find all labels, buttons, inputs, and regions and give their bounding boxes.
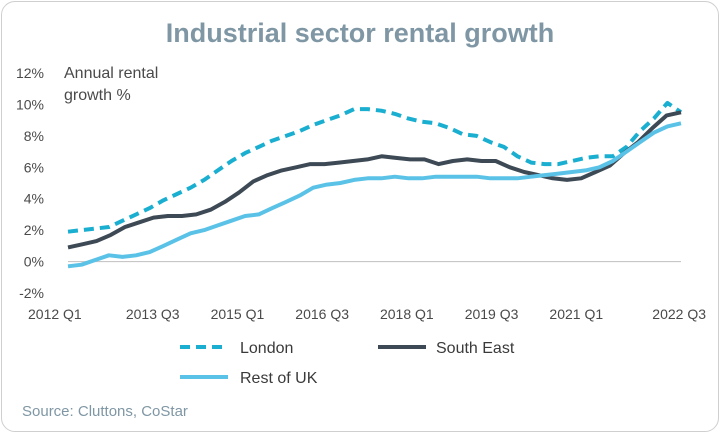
source-note: Source: Cluttons, CoStar (22, 403, 188, 420)
y-tick-label: 0% (24, 254, 44, 270)
y-tick-label: -2% (19, 285, 44, 301)
y-tick-label: 8% (24, 128, 44, 144)
y-axis-ticks: 12% 10% 8% 6% 4% 2% 0% -2% (16, 65, 44, 301)
legend-item-london[interactable]: London (180, 340, 293, 357)
legend-label-london: London (240, 340, 293, 357)
y-tick-label: 10% (16, 96, 44, 112)
legend-item-south-east[interactable]: South East (378, 340, 515, 357)
x-tick-label: 2016 Q3 (295, 306, 349, 322)
y-axis-label-line-1: Annual rental (64, 65, 158, 82)
y-tick-label: 6% (24, 159, 44, 175)
x-tick-label: 2015 Q1 (211, 306, 265, 322)
x-tick-label: 2018 Q1 (380, 306, 434, 322)
x-tick-label: 2012 Q1 (28, 306, 82, 322)
x-tick-label: 2021 Q1 (549, 306, 603, 322)
series-lines (67, 100, 683, 269)
series-line-south-east (67, 110, 682, 250)
y-tick-label: 4% (24, 191, 44, 207)
chart-title: Industrial sector rental growth (166, 18, 555, 48)
y-axis-label-line-2: growth % (64, 87, 131, 104)
y-tick-label: 12% (16, 65, 44, 81)
y-tick-label: 2% (24, 222, 44, 238)
x-axis-ticks: 2012 Q1 2013 Q3 2015 Q1 2016 Q3 2018 Q1 2019 … (28, 306, 706, 322)
series-line-rest-of-uk (67, 121, 682, 269)
x-tick-label: 2022 Q3 (652, 306, 706, 322)
legend-label-south-east: South East (436, 340, 515, 357)
x-tick-label: 2019 Q3 (465, 306, 519, 322)
legend: London South East Rest of UK (180, 340, 515, 387)
legend-label-rest-of-uk: Rest of UK (240, 370, 318, 387)
legend-item-rest-of-uk[interactable]: Rest of UK (180, 370, 318, 387)
series-line-london (67, 100, 683, 234)
x-tick-label: 2013 Q3 (126, 306, 180, 322)
